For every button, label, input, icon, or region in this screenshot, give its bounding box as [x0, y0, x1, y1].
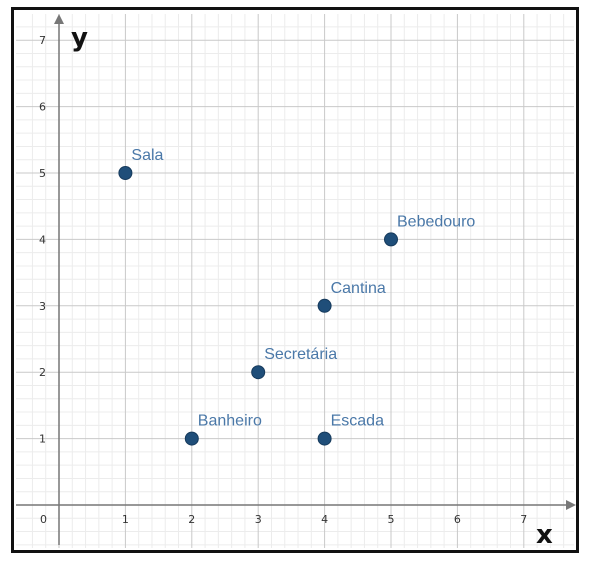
y-tick-label: 7 — [39, 34, 46, 47]
data-point-group: Escada — [317, 413, 384, 446]
y-tick-label: 6 — [39, 101, 46, 114]
data-points: Sala Bebedouro Cantina Secretária Banheiro Es… — [118, 147, 475, 446]
data-point — [317, 431, 332, 446]
data-point-label: Escada — [331, 413, 384, 430]
data-point-group: Secretária — [251, 346, 337, 380]
x-tick-label: 4 — [321, 513, 328, 526]
data-point-group: Bebedouro — [384, 213, 475, 247]
data-point-label: Banheiro — [198, 413, 262, 430]
axes — [16, 14, 576, 545]
x-axis-label: x — [536, 520, 553, 550]
data-point — [317, 298, 332, 313]
y-tick-label: 5 — [39, 167, 46, 180]
data-point — [384, 232, 398, 247]
data-point-group: Cantina — [317, 280, 386, 313]
data-point-label: Cantina — [331, 280, 386, 297]
y-axis-arrow — [54, 14, 64, 24]
data-point-group: Sala — [118, 147, 164, 180]
data-point-group: Banheiro — [184, 413, 262, 446]
x-tick-label: 5 — [388, 513, 395, 526]
data-point-label: Sala — [131, 147, 163, 164]
minor-grid — [16, 14, 574, 548]
x-tick-label: 6 — [454, 513, 461, 526]
y-tick-label: 4 — [39, 233, 46, 246]
y-axis-label: y — [71, 23, 88, 53]
data-point — [118, 166, 133, 180]
tick-labels: 0 1 2 3 4 5 6 7 1 2 3 4 5 6 7 — [39, 34, 527, 526]
major-grid — [16, 14, 574, 548]
data-point — [184, 431, 199, 446]
x-axis-arrow — [566, 500, 576, 510]
y-tick-label: 1 — [39, 433, 46, 446]
origin-tick-label: 0 — [40, 513, 47, 526]
y-tick-label: 2 — [39, 366, 46, 379]
x-tick-label: 3 — [255, 513, 262, 526]
x-tick-label: 1 — [122, 513, 129, 526]
x-tick-label: 7 — [520, 513, 527, 526]
data-point-label: Secretária — [264, 346, 337, 363]
x-tick-label: 2 — [188, 513, 195, 526]
data-point-label: Bebedouro — [397, 213, 475, 230]
data-point — [251, 365, 266, 380]
y-tick-label: 3 — [39, 300, 46, 313]
